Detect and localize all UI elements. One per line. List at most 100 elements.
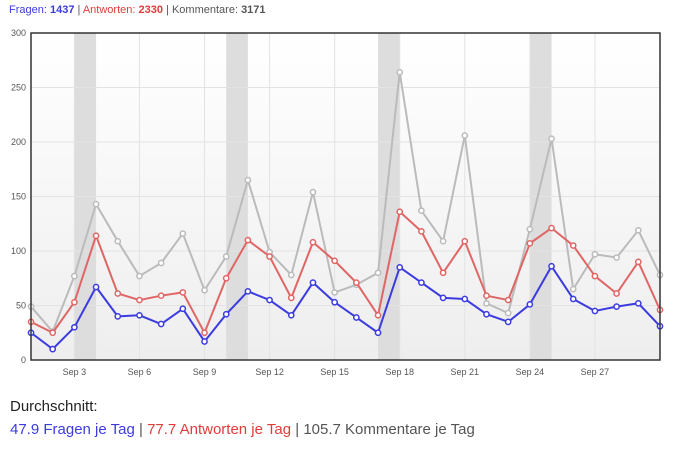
antworten-point (461, 237, 469, 245)
kommentare-point (309, 188, 317, 196)
kommentare-point (331, 289, 339, 296)
fragen-point (548, 262, 555, 270)
x-tick-label: Sep 3 (63, 367, 87, 377)
y-tick-label: 50 (16, 301, 26, 311)
y-tick-label: 250 (11, 83, 26, 93)
fragen-point (504, 318, 512, 326)
fragen-point (396, 264, 404, 271)
fragen-point (483, 310, 490, 318)
kommentare-point (396, 68, 404, 76)
kommentare-point (92, 200, 100, 208)
kommentare-count: 3171 (241, 4, 266, 16)
antworten-point (222, 274, 230, 282)
fragen-point (157, 320, 165, 328)
separator: | (138, 421, 143, 438)
antworten-point (157, 292, 165, 300)
antworten-point (244, 236, 252, 244)
kommentare-point (287, 271, 295, 279)
fragen-point (569, 295, 577, 303)
y-tick-label: 0 (21, 355, 26, 365)
kommentare-point (569, 285, 577, 293)
kommentare-point (222, 253, 230, 260)
fragen-label: Fragen: (9, 4, 47, 16)
kommentare-point (483, 299, 490, 307)
y-tick-label: 300 (11, 28, 26, 38)
antworten-point (418, 228, 425, 235)
activity-line-chart: 0 50 100 150 200 250 300 Sep 3 Sep 6 Sep 9 Sep 12… (11, 28, 664, 377)
antworten-point (396, 208, 404, 216)
fragen-point (136, 311, 143, 319)
kommentare-point (591, 250, 599, 258)
fragen-line (30, 265, 661, 351)
plot-frame (30, 32, 661, 361)
fragen-point (352, 314, 360, 321)
kommentare-line (30, 71, 661, 333)
fragen-point (201, 338, 208, 345)
fragen-point (439, 294, 447, 302)
antworten-point (179, 289, 187, 296)
average-title: Durchschnitt: (10, 398, 98, 415)
antworten-point (569, 242, 577, 249)
antworten-point (439, 269, 447, 277)
antworten-line (30, 210, 661, 334)
kommentare-point (157, 259, 165, 267)
kommentare-point (244, 176, 252, 184)
separator: | (166, 4, 169, 16)
antworten-point (331, 257, 339, 265)
x-tick-label: Sep 21 (451, 367, 480, 377)
separator: | (295, 421, 300, 438)
antworten-point (634, 258, 642, 266)
antworten-point (526, 240, 534, 247)
kommentare-point (179, 230, 187, 237)
antworten-point (71, 298, 78, 306)
fragen-point (309, 279, 317, 286)
antworten-point (374, 311, 382, 319)
antworten-point (548, 224, 555, 232)
kommentare-series (27, 68, 664, 336)
fragen-series (27, 262, 664, 353)
fragen-point (71, 323, 78, 331)
antworten-point (201, 329, 208, 337)
x-tick-label: Sep 12 (255, 367, 284, 377)
antworten-point (591, 272, 599, 280)
separator: | (77, 4, 81, 16)
fragen-point (244, 287, 252, 295)
fragen-point (461, 295, 469, 303)
x-tick-label: Sep 9 (193, 367, 217, 377)
kommentare-point (71, 272, 78, 280)
antworten-point (483, 292, 490, 300)
antworten-label: Antworten: (82, 4, 136, 16)
x-tick-label: Sep 6 (128, 367, 152, 377)
kommentare-point (634, 226, 642, 234)
x-tick-label: Sep 15 (320, 367, 349, 377)
fragen-count: 1437 (49, 4, 75, 16)
average-summary: 47.9 Fragen je Tag | 77.7 Antworten je T… (10, 421, 475, 438)
kommentare-point (201, 286, 208, 294)
fragen-point (49, 345, 57, 353)
x-tick-label: Sep 27 (581, 367, 610, 377)
kommentare-point (418, 207, 425, 215)
fragen-point (287, 311, 295, 319)
x-tick-label: Sep 18 (385, 367, 414, 377)
kommentare-point (461, 132, 469, 139)
kommentare-point (526, 225, 534, 233)
y-tick-label: 150 (11, 192, 26, 202)
fragen-point (114, 313, 122, 320)
average-antworten: 77.7 Antworten je Tag (147, 421, 292, 438)
fragen-point (266, 296, 273, 304)
average-fragen: 47.9 Fragen je Tag (10, 421, 135, 438)
antworten-point (309, 238, 317, 246)
fragen-point (418, 279, 425, 286)
fragen-point (179, 305, 187, 313)
antworten-point (114, 290, 122, 297)
y-tick-label: 200 (11, 137, 26, 147)
kommentare-point (439, 237, 447, 245)
fragen-point (591, 307, 599, 315)
kommentare-point (374, 269, 382, 277)
average-kommentare: 105.7 Kommentare je Tag (303, 421, 475, 438)
antworten-point (49, 329, 57, 337)
antworten-point (287, 294, 295, 302)
kommentare-point (613, 254, 620, 261)
fragen-point (374, 329, 382, 337)
fragen-point (634, 299, 642, 307)
